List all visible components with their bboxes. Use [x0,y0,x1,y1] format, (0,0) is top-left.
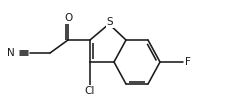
Text: F: F [185,57,191,67]
Text: O: O [64,13,72,23]
Text: S: S [107,17,113,27]
Text: N: N [7,48,15,58]
Text: Cl: Cl [85,86,95,96]
